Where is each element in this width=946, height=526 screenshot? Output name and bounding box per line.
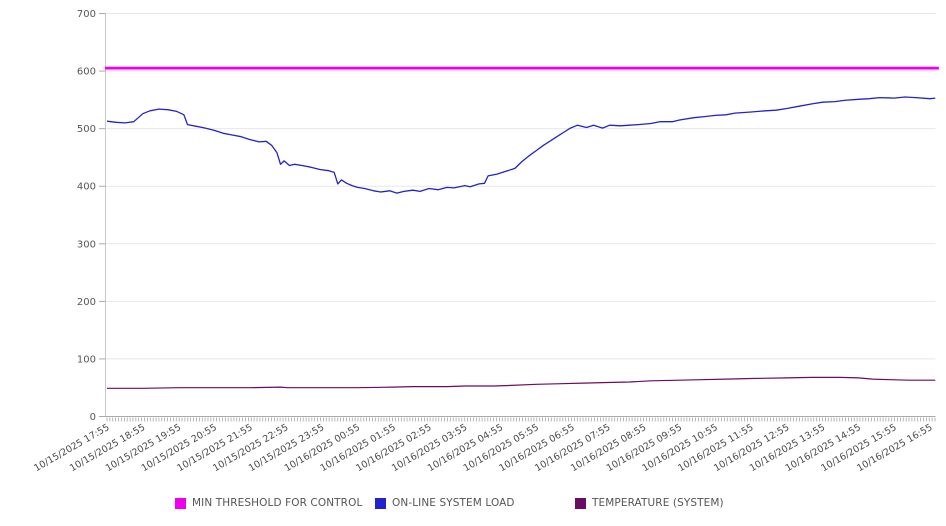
legend-swatch-online-system-load bbox=[375, 497, 386, 509]
svg-text:600: 600 bbox=[77, 67, 96, 78]
legend-swatch-min-threshold bbox=[175, 497, 186, 509]
svg-text:300: 300 bbox=[77, 239, 96, 250]
svg-text:500: 500 bbox=[77, 124, 96, 135]
legend-label-online-system-load: ON-LINE SYSTEM LOAD bbox=[392, 497, 515, 509]
legend-label-min-threshold: MIN THRESHOLD FOR CONTROL bbox=[192, 497, 363, 509]
legend-item-min-threshold-for-control: MIN THRESHOLD FOR CONTROL bbox=[175, 497, 362, 509]
legend-item-online-system-load: ON-LINE SYSTEM LOAD bbox=[375, 497, 515, 509]
chart-legend: MIN THRESHOLD FOR CONTROL ON-LINE SYSTEM… bbox=[0, 497, 946, 515]
svg-text:200: 200 bbox=[77, 297, 96, 308]
svg-text:100: 100 bbox=[77, 354, 96, 365]
svg-text:0: 0 bbox=[90, 412, 96, 423]
svg-text:400: 400 bbox=[77, 182, 96, 193]
legend-label-temperature-system: TEMPERATURE (SYSTEM) bbox=[592, 497, 724, 509]
legend-swatch-temperature-system bbox=[575, 497, 586, 509]
svg-text:700: 700 bbox=[77, 9, 96, 20]
legend-item-temperature-system: TEMPERATURE (SYSTEM) bbox=[575, 497, 724, 509]
